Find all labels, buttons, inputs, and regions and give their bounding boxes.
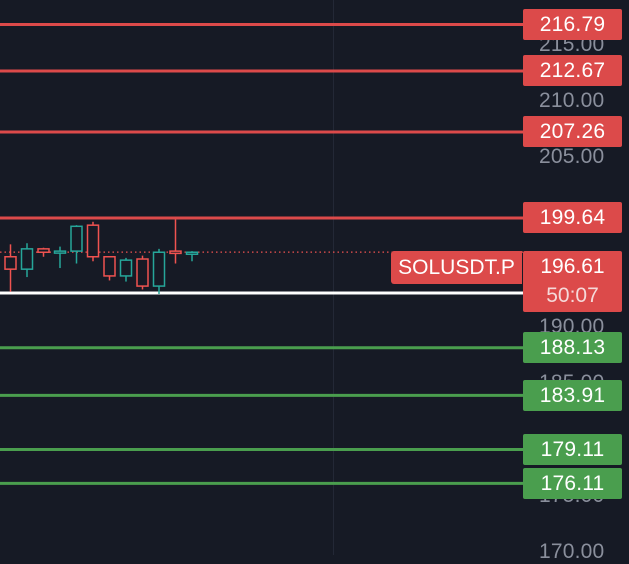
candle-body <box>136 258 149 287</box>
support-price-label: 183.91 <box>523 379 622 411</box>
candle[interactable] <box>136 255 149 290</box>
current-price-label: 196.61 <box>540 255 605 278</box>
candle-body <box>119 259 133 277</box>
resistance-price-label: 199.64 <box>523 202 622 234</box>
y-tick-label: 210.00 <box>539 89 605 113</box>
candle-body <box>53 250 67 254</box>
candle-body <box>4 256 17 270</box>
y-tick-label: 205.00 <box>539 145 605 169</box>
candle-body <box>185 251 199 255</box>
resistance-price-label: 207.26 <box>523 116 622 148</box>
support-price-label: 179.11 <box>523 434 622 466</box>
candle[interactable] <box>20 243 34 278</box>
candle[interactable] <box>37 247 50 257</box>
support-price-label: 176.11 <box>523 467 622 499</box>
resistance-price-label: 216.79 <box>523 9 622 40</box>
candle[interactable] <box>103 256 116 281</box>
candle-body <box>103 256 116 277</box>
candle-body <box>86 224 100 258</box>
candle-body <box>37 248 50 253</box>
candle[interactable] <box>86 221 100 262</box>
candle-body <box>169 250 182 255</box>
candle-body <box>70 225 83 252</box>
candle[interactable] <box>119 257 133 282</box>
candle[interactable] <box>70 225 83 264</box>
candle-body <box>152 251 166 287</box>
resistance-price-label: 212.67 <box>523 55 622 87</box>
symbol-tag: SOLUSDT.P <box>391 251 522 284</box>
current-price-box: 196.61 50:07 <box>523 251 622 312</box>
candle[interactable] <box>169 219 182 264</box>
candle-body <box>20 248 34 270</box>
y-tick-label: 170.00 <box>539 540 605 564</box>
candle[interactable] <box>152 248 166 294</box>
y-tick-label: 190.00 <box>539 314 605 338</box>
bar-countdown: 50:07 <box>546 284 599 307</box>
candle[interactable] <box>185 251 199 262</box>
candle[interactable] <box>4 244 17 292</box>
candle[interactable] <box>53 246 67 269</box>
candles[interactable] <box>4 219 199 294</box>
level-lines <box>0 23 523 485</box>
support-price-label: 188.13 <box>523 332 622 364</box>
